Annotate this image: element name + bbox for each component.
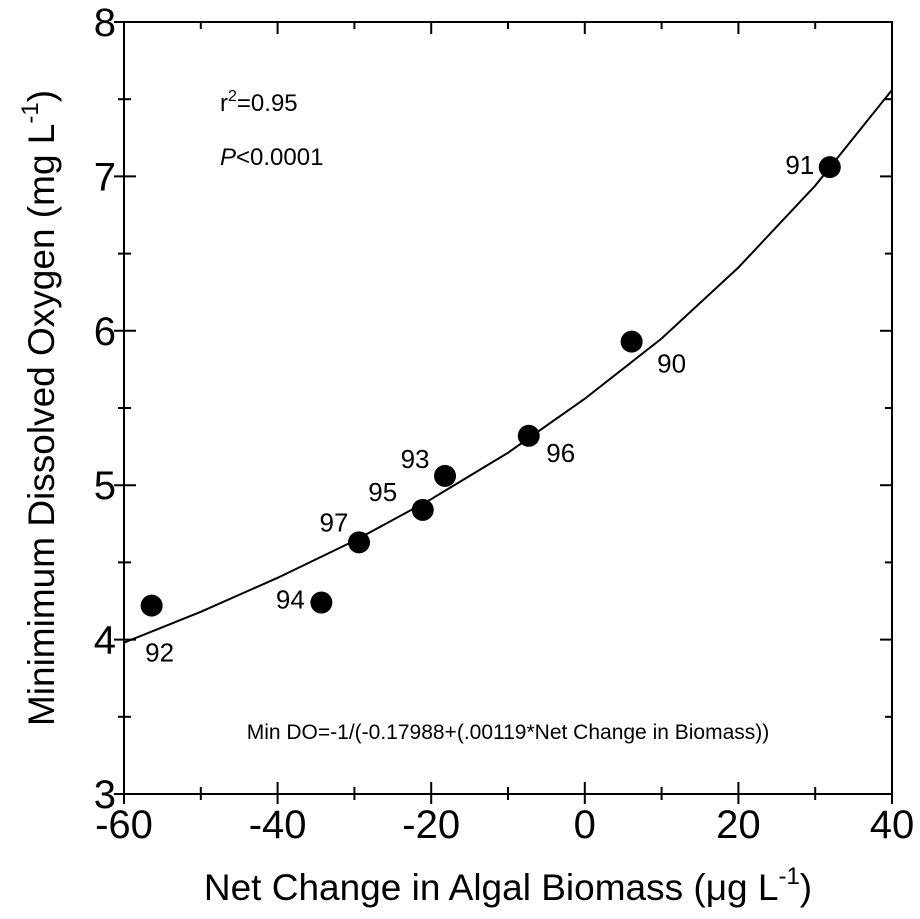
- p-rest: <0.0001: [236, 144, 323, 171]
- y-title-text: Minimimum Dissolved Oxygen (mg L: [21, 124, 62, 726]
- point: [411, 498, 434, 521]
- point: [140, 594, 163, 617]
- x-tick-label: -20: [402, 803, 460, 847]
- x-tick-label: 20: [716, 803, 761, 847]
- point-label: 93: [401, 444, 430, 474]
- point-label: 96: [546, 438, 575, 468]
- y-tick-label: 8: [94, 1, 116, 45]
- point: [620, 330, 643, 353]
- point-label: 90: [657, 349, 686, 379]
- x-tick-label: -40: [249, 803, 307, 847]
- point: [310, 591, 333, 614]
- fit-curve: [123, 89, 893, 644]
- x-title-text: Net Change in Algal Biomass (μg L: [204, 867, 779, 908]
- y-tick-label: 3: [94, 773, 116, 817]
- x-axis-title: Net Change in Algal Biomass (μg L-1): [204, 863, 812, 908]
- x-tick-label: 40: [870, 803, 915, 847]
- y-axis-title: Minimimum Dissolved Oxygen (mg L-1): [17, 90, 62, 726]
- point-label: 97: [320, 507, 349, 537]
- y-tick-label: 6: [94, 310, 116, 354]
- y-tick-label: 4: [94, 619, 116, 663]
- y-tick-label: 5: [94, 464, 116, 508]
- point: [434, 464, 457, 487]
- p-value: P<0.0001: [220, 144, 323, 171]
- point-label: 95: [368, 477, 397, 507]
- r-squared: r2=0.95: [220, 88, 298, 117]
- x-tick-label: -60: [95, 803, 153, 847]
- point-label: 91: [785, 150, 814, 180]
- r-rest: =0.95: [237, 90, 298, 117]
- plot-frame: [123, 21, 893, 795]
- point: [818, 156, 841, 179]
- x-title-sup: -1: [778, 863, 799, 890]
- y-tick-label: 7: [94, 155, 116, 199]
- r-sup: 2: [228, 88, 237, 105]
- x-title-end: ): [800, 867, 812, 908]
- y-title-sup: -1: [17, 102, 44, 123]
- r-base: r: [220, 90, 228, 117]
- point: [517, 424, 540, 447]
- point: [348, 531, 371, 554]
- p-italic: P: [220, 144, 236, 171]
- point-label: 94: [276, 585, 305, 615]
- y-title-end: ): [21, 90, 62, 102]
- equation: Min DO=-1/(-0.17988+(.00119*Net Change i…: [247, 721, 770, 744]
- point-label: 92: [145, 638, 174, 668]
- x-tick-label: 0: [574, 803, 596, 847]
